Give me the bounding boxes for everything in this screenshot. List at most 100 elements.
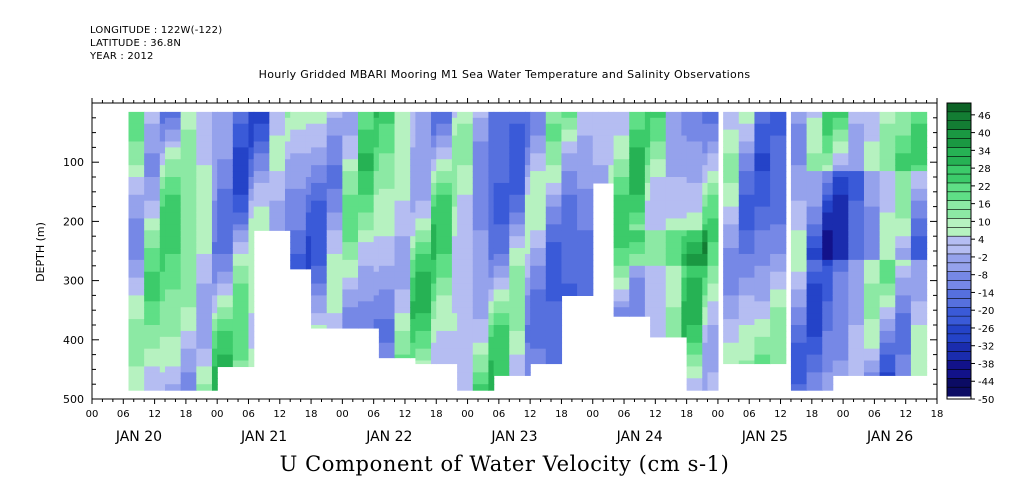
heatmap-cell [431,289,437,296]
heatmap-cell [144,135,161,143]
heatmap-cell [822,182,834,190]
heatmap-cell [128,265,145,273]
heatmap-cell [895,147,912,154]
heatmap-cell [378,194,396,202]
heatmap-cell [723,295,740,302]
heatmap-cell [415,259,432,267]
heatmap-cell [232,354,250,362]
heatmap-cell [822,342,834,350]
heatmap-cell [373,259,380,267]
heatmap-cell [545,182,563,190]
heatmap-cell [509,259,526,267]
heatmap-cell [832,283,849,291]
heatmap-cell [770,301,787,308]
heatmap-cell [806,153,823,160]
heatmap-cell [524,200,531,208]
heatmap-cell [665,289,683,296]
heatmap-cell [431,153,437,160]
heatmap-cell [217,307,234,314]
heatmap-cell [754,313,771,320]
colorbar-swatch [947,138,971,148]
heatmap-cell [128,230,145,237]
heatmap-cell [754,153,771,160]
heatmap-cell [790,259,808,267]
heatmap-cell [488,212,495,220]
heatmap-cell [436,188,453,196]
heatmap-cell [290,117,307,125]
heatmap-cell [577,242,594,249]
heatmap-cell [910,313,928,320]
heatmap-cell [410,325,416,332]
heatmap-cell [613,182,630,190]
heatmap-cell [806,188,823,196]
heatmap-cell [128,165,145,172]
heatmap-cell [577,206,594,214]
heatmap-cell [196,248,213,255]
heatmap-cell [895,230,912,237]
heatmap-cell [524,171,531,178]
heatmap-cell [822,378,834,385]
heatmap-cell [358,206,375,214]
heatmap-cell [373,277,380,285]
heatmap-cell [269,159,286,166]
heatmap-cell [629,253,646,261]
heatmap-cell [232,159,250,166]
heatmap-cell [436,319,453,326]
heatmap-cell [493,117,510,125]
heatmap-cell [863,354,881,362]
heatmap-cell [180,248,197,255]
heatmap-cell [608,123,615,131]
heatmap-cell [451,301,458,308]
heatmap-cell [561,206,578,214]
heatmap-cell [394,135,411,143]
colorbar-swatch [947,227,971,237]
heatmap-cell [644,212,651,220]
heatmap-cell [754,147,771,154]
heatmap-cell [410,313,416,320]
heatmap-cell [165,135,182,143]
heatmap-cell [806,242,823,249]
heatmap-cell [530,283,547,291]
heatmap-cell [702,218,709,225]
heatmap-cell [686,111,703,119]
heatmap-cell [457,194,474,202]
heatmap-cell [530,301,547,308]
x-hour-label: 00 [211,409,224,420]
heatmap-cell [436,182,453,190]
heatmap-cell [509,348,526,356]
heatmap-cell [650,224,667,231]
heatmap-cell [342,230,359,237]
heatmap-cell [180,307,197,314]
heatmap-cell [253,135,270,143]
heatmap-cell [577,129,594,137]
heatmap-cell [707,325,719,332]
heatmap-cell [530,206,547,214]
heatmap-cell [358,242,375,249]
heatmap-cell [128,342,145,350]
heatmap-cell [895,212,912,220]
heatmap-cell [378,248,396,255]
heatmap-cell [770,348,787,356]
heatmap-cell [770,283,787,291]
heatmap-cell [822,301,834,308]
heatmap-cell [431,129,437,137]
heatmap-cell [613,253,630,261]
heatmap-cell [451,348,458,356]
heatmap-cell [879,348,896,356]
heatmap-cell [410,177,416,184]
heatmap-cell [910,336,928,344]
heatmap-cell [822,236,834,243]
heatmap-cell [895,153,912,160]
heatmap-cell [790,159,808,166]
heatmap-cell [686,141,703,148]
heatmap-cell [451,165,458,172]
heatmap-cell [879,307,896,314]
heatmap-cell [305,171,312,178]
heatmap-cell [822,265,834,273]
heatmap-cell [211,212,218,220]
colorbar-swatch [947,200,971,211]
heatmap-cell [159,206,166,214]
colorbar-label: -2 [978,253,988,264]
heatmap-cell [290,206,307,214]
heatmap-cell [702,366,709,373]
